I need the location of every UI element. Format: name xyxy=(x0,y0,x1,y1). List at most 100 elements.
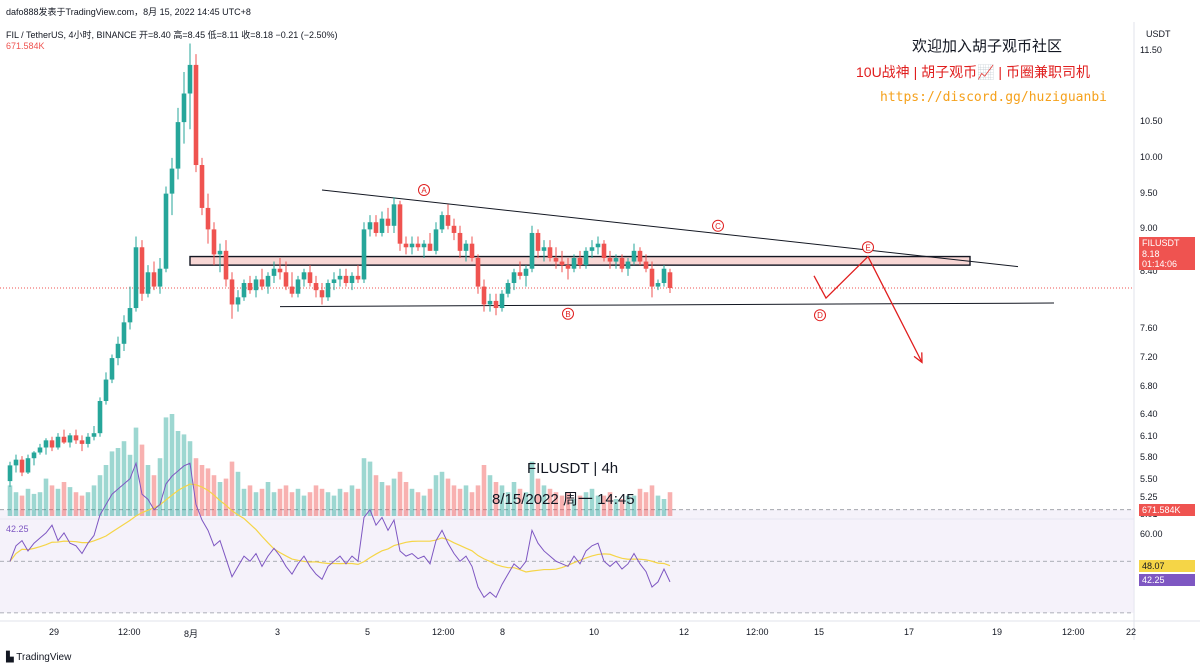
volume-bar xyxy=(25,488,31,516)
volume-bar xyxy=(253,492,259,516)
candle-body xyxy=(91,433,97,437)
publish-info: dafo888发表于TradingView.com，8月 15, 2022 14… xyxy=(6,7,251,17)
candle-body xyxy=(643,261,649,269)
candle-body xyxy=(427,243,433,251)
candle-body xyxy=(37,447,43,453)
candle-body xyxy=(217,250,223,255)
candle-body xyxy=(331,279,337,284)
volume-bar xyxy=(403,482,409,516)
candle-body xyxy=(457,232,463,251)
volume-bar xyxy=(49,485,55,516)
volume-bar xyxy=(199,465,205,516)
last-price-value: 8.18 xyxy=(1142,249,1160,259)
volume-bar xyxy=(223,478,229,516)
wave-point-label-E: E xyxy=(865,243,870,252)
volume-bar xyxy=(307,492,313,516)
candle-body xyxy=(241,283,247,298)
volume-bar xyxy=(109,451,115,516)
candle-body xyxy=(517,272,523,276)
candle-body xyxy=(433,229,439,251)
volume-bar xyxy=(13,492,19,516)
projection-arrowhead xyxy=(913,352,923,364)
candle-body xyxy=(397,204,403,244)
volume-bar xyxy=(205,468,211,516)
time-tick: 15 xyxy=(814,627,825,637)
volume-bar xyxy=(271,492,277,516)
price-axis-unit: USDT xyxy=(1146,29,1171,39)
wave-point-A xyxy=(418,184,430,197)
tradingview-brand: TradingView xyxy=(16,652,72,663)
volume-bar xyxy=(661,499,667,516)
volume-bar xyxy=(535,478,541,516)
candle-body xyxy=(409,243,415,248)
price-tick: 9.50 xyxy=(1140,187,1158,198)
price-tick: 5.80 xyxy=(1140,452,1158,463)
candle-body xyxy=(175,122,181,169)
volume-bar xyxy=(115,448,121,516)
volume-bar xyxy=(547,488,553,516)
volume-bar xyxy=(373,475,379,516)
candle-body xyxy=(187,64,193,94)
volume-bar xyxy=(583,492,589,516)
volume-bar xyxy=(571,499,577,516)
volume-bar xyxy=(577,495,583,516)
candle-body xyxy=(541,247,547,251)
volume-bar xyxy=(151,475,157,516)
volume-bar xyxy=(445,478,451,516)
symbol-ohlc-legend[interactable]: FIL / TetherUS, 4小时, BINANCE 开=8.40 高=8.… xyxy=(6,30,338,40)
volume-bar xyxy=(55,488,61,516)
volume-bar xyxy=(283,485,289,516)
candle-body xyxy=(43,440,49,448)
discord-link-annotation: https://discord.gg/huziguanbi xyxy=(880,90,1107,105)
candle-body xyxy=(205,207,211,230)
tradingview-logo[interactable]: ▙ TradingView xyxy=(6,652,71,663)
volume-bar xyxy=(529,461,535,516)
volume-bar xyxy=(451,485,457,516)
candle-body xyxy=(499,293,505,309)
volume-bar xyxy=(61,482,67,516)
candle-body xyxy=(145,272,151,294)
price-tick: 5.25 xyxy=(1140,491,1158,502)
candle-body xyxy=(157,268,163,287)
candle-body xyxy=(277,268,283,273)
candle-body xyxy=(139,247,145,294)
volume-bar xyxy=(385,485,391,516)
candle-body xyxy=(607,257,613,262)
time-tick: 12:00 xyxy=(1062,627,1085,637)
volume-bar xyxy=(391,478,397,516)
candle-body xyxy=(337,275,343,280)
candle-body xyxy=(79,440,85,444)
volume-bar xyxy=(667,492,673,516)
volume-bar xyxy=(457,488,463,516)
candle-body xyxy=(109,358,115,380)
candle-body xyxy=(235,297,241,305)
volume-bar xyxy=(517,488,523,516)
volume-bar xyxy=(85,492,91,516)
rsi-legend[interactable]: 42.25 xyxy=(6,524,29,534)
candle-body xyxy=(55,436,61,448)
last-price-symbol-tag: FILUSDT xyxy=(1139,237,1195,249)
time-tick: 10 xyxy=(589,627,600,637)
time-tick: 12:00 xyxy=(746,627,769,637)
candle-body xyxy=(379,218,385,233)
volume-bar xyxy=(409,488,415,516)
volume-bar xyxy=(439,471,445,516)
volume-bar xyxy=(259,488,265,516)
volume-bar xyxy=(631,495,637,516)
candle-body xyxy=(73,435,79,441)
projection-path xyxy=(813,255,923,363)
volume-bar xyxy=(613,499,619,516)
candle-body xyxy=(655,283,661,287)
candle-body xyxy=(403,243,409,248)
time-tick: 29 xyxy=(49,627,60,637)
volume-bar xyxy=(607,492,613,516)
volume-bar xyxy=(619,499,625,516)
candle-body xyxy=(631,250,637,262)
volume-bar xyxy=(421,495,427,516)
volume-bar xyxy=(493,482,499,516)
volume-bar xyxy=(241,488,247,516)
candle-body xyxy=(589,247,595,251)
volume-bar xyxy=(487,475,493,516)
volume-bar xyxy=(655,495,661,516)
